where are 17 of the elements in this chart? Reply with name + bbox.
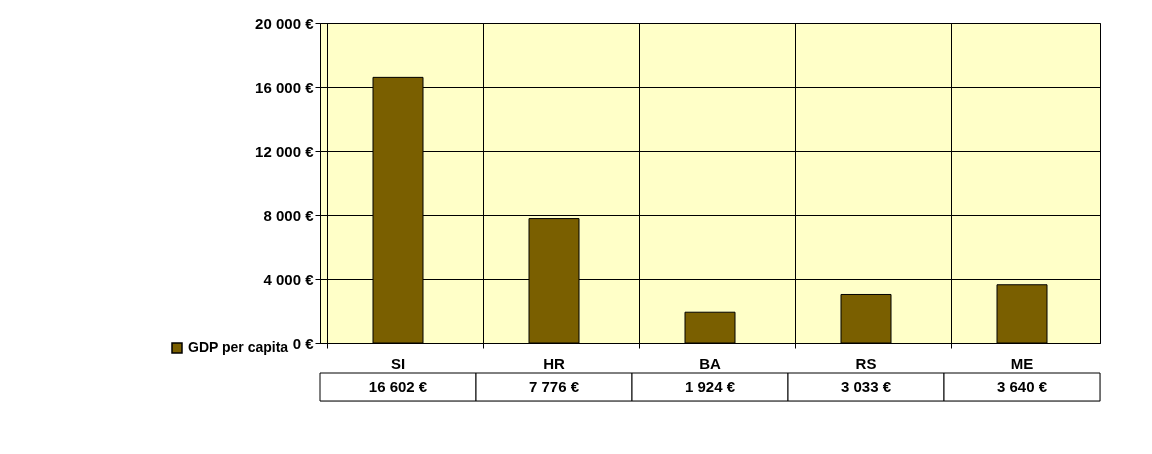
data-label: 1 924 € <box>684 378 736 395</box>
x-tick-label: BA <box>699 354 721 372</box>
x-tick-label: RS <box>855 354 877 372</box>
y-tick-label: 12 000 € <box>255 142 315 160</box>
y-tick-label: 20 000 € <box>255 14 315 32</box>
x-tick-label: ME <box>1010 354 1034 372</box>
data-label: 3 033 € <box>840 378 892 395</box>
data-label: 7 776 € <box>528 378 580 395</box>
x-tick-label: HR <box>543 354 565 372</box>
data-label: 16 602 € <box>368 378 428 395</box>
y-tick-label: 0 € <box>292 334 315 352</box>
y-tick-label: 16 000 € <box>255 78 315 96</box>
y-tick-label: 8 000 € <box>263 206 315 224</box>
y-tick-label: 4 000 € <box>263 270 315 288</box>
x-tick-label: SI <box>390 354 406 372</box>
legend-label: GDP per capita <box>188 339 289 355</box>
data-label: 3 640 € <box>996 378 1048 395</box>
